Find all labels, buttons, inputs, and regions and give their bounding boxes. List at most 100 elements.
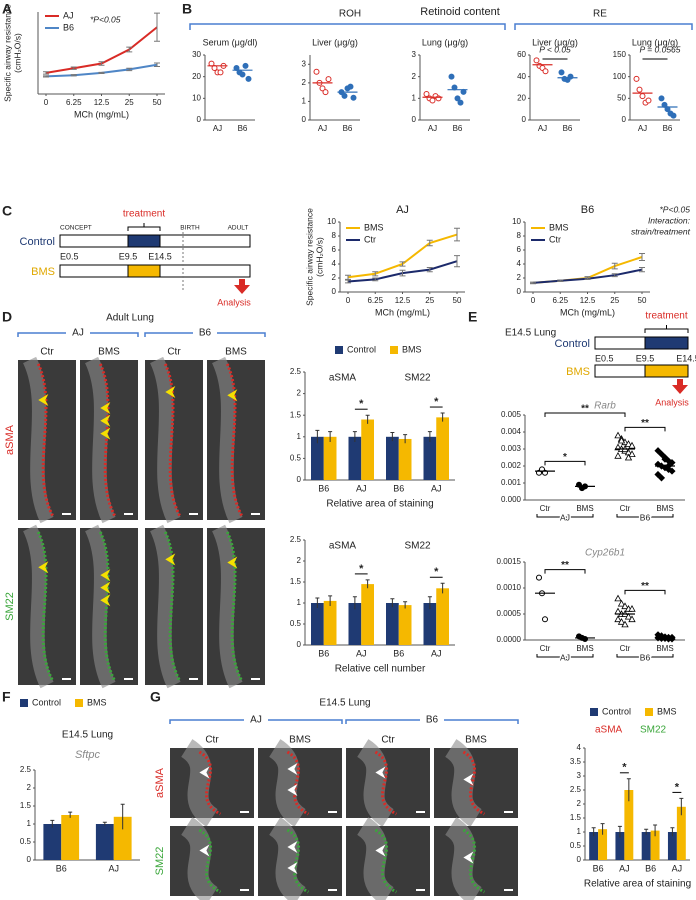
x-axis-label: MCh (mg/mL) [375, 307, 430, 317]
condition-label: Ctr [205, 735, 219, 746]
stain-signal [98, 531, 117, 682]
time-label: E9.5 [636, 353, 655, 363]
significance-label: ** [561, 560, 569, 571]
strain-bracket [169, 719, 343, 724]
y-tick-label: 0 [302, 115, 307, 124]
x-tick-label: Ctr [620, 644, 631, 653]
x-tick-label: 12.5 [580, 296, 596, 305]
y-tick-label: 1 [302, 97, 307, 106]
x-tick-label: B6 [563, 124, 573, 133]
legend-swatch [390, 346, 398, 354]
x-tick-label: 25 [425, 296, 434, 305]
y-tick-label: 1 [577, 827, 582, 836]
x-tick-label: B6 [343, 124, 353, 133]
data-point [448, 73, 455, 80]
bar [323, 436, 337, 480]
data-point [614, 594, 622, 602]
condition-label: Ctr [381, 735, 395, 746]
strain-label: AJ [250, 715, 262, 726]
bar [95, 824, 114, 860]
significance-bracket [544, 569, 586, 574]
chart-title: Rarb [594, 401, 616, 412]
arrowhead [100, 594, 111, 607]
arrowhead [100, 569, 111, 582]
series-line [45, 26, 158, 74]
error-bar [557, 279, 564, 282]
panel-letter: F [2, 689, 11, 705]
legend-swatch [645, 708, 653, 716]
tissue-texture [180, 739, 219, 827]
significance-bracket [544, 460, 586, 466]
y-tick-label: 4 [332, 259, 337, 268]
y-tick-label: 3 [577, 771, 582, 780]
y-tick-label: 150 [613, 50, 627, 59]
y-tick-label: 2 [302, 78, 307, 87]
y-tick-label: 2.5 [290, 535, 302, 544]
data-point [654, 470, 662, 479]
legend-label: BMS [657, 706, 677, 716]
bar [361, 584, 374, 645]
x-tick-label: B6 [238, 124, 248, 133]
y-tick-label: 1 [27, 819, 32, 828]
panel-letter: E [468, 309, 477, 325]
arrowhead [287, 862, 298, 874]
chart-title: Liver (μg/g) [532, 37, 578, 47]
error-bar [403, 434, 408, 444]
y-tick-label: 0.002 [501, 461, 522, 470]
y-tick-label: 60 [517, 50, 526, 59]
bar [423, 436, 437, 480]
y-tick-label: 0 [622, 115, 627, 124]
tissue-texture [149, 524, 181, 689]
y-tick-label: 2 [27, 783, 32, 792]
x-tick-label: BMS [656, 644, 673, 653]
data-point [542, 68, 549, 75]
chart-subtitle: Sftpc [75, 749, 101, 761]
tissue-texture [268, 739, 307, 827]
panel-letter: G [150, 689, 161, 705]
bar [311, 436, 324, 480]
error-bar [365, 414, 370, 424]
annotation: *P<0.05 [90, 14, 121, 24]
group-bracket [514, 23, 693, 30]
micrograph [80, 360, 138, 520]
tissue-texture [22, 524, 54, 689]
y-tick-label: 1.5 [290, 410, 302, 419]
outcome-label: Analysis [655, 397, 689, 407]
data-point [668, 467, 676, 475]
treatment-brace [127, 223, 161, 231]
group-bracket [189, 23, 506, 30]
legend-label: Ctr [364, 234, 376, 244]
legend-label: BMS [549, 222, 569, 232]
y-tick-label: 0.000 [501, 495, 522, 504]
bar [311, 603, 324, 645]
y-tick-label: 1 [297, 432, 302, 441]
y-tick-label: 0.0000 [497, 635, 522, 644]
x-axis-label: Relative cell number [335, 664, 426, 675]
bar [386, 436, 399, 480]
annotation: P < 0.05 [539, 44, 571, 54]
scale-bar [240, 889, 249, 891]
error-bar [427, 431, 432, 442]
stain-signal [98, 363, 117, 517]
significance-bracket [544, 412, 626, 417]
bar [323, 600, 337, 645]
error-bar [644, 828, 649, 835]
y-tick-label: 1 [412, 93, 417, 102]
analysis-arrow [672, 379, 688, 394]
panel-letter: B [182, 1, 192, 17]
data-point [657, 450, 666, 458]
time-label: E14.5 [148, 251, 172, 261]
y-tick-label: 2.5 [290, 367, 302, 376]
x-tick-label: 25 [610, 296, 619, 305]
error-bar [600, 823, 605, 835]
significance-label: * [434, 566, 439, 578]
tissue-texture [211, 356, 243, 524]
y-tick-label: 0.5 [570, 841, 582, 850]
significance-label: * [359, 563, 364, 575]
error-bar [626, 778, 631, 802]
micrograph [145, 360, 203, 520]
legend-label: Control [602, 706, 631, 716]
stain-signal [374, 828, 398, 894]
data-point [658, 95, 665, 102]
chart-title: AJ [396, 204, 409, 216]
